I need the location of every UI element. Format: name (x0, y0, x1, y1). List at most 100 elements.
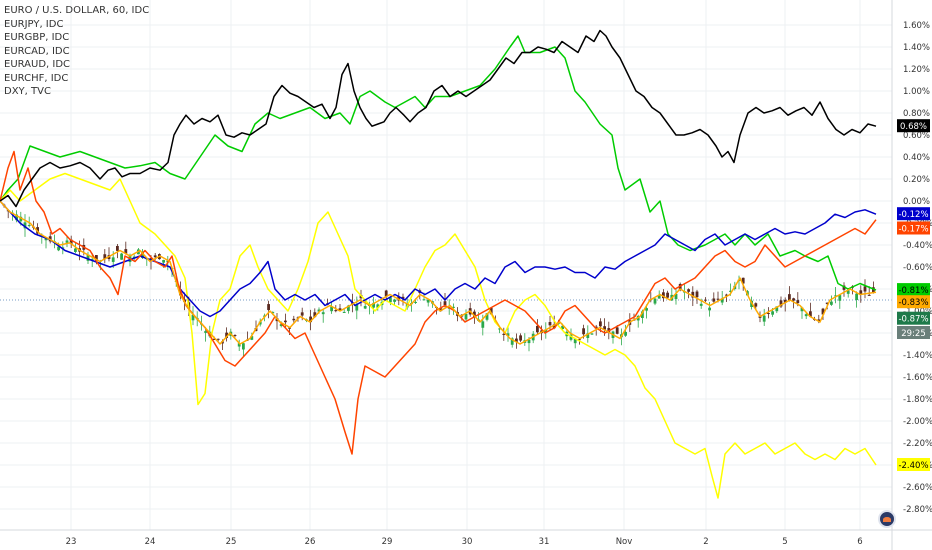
legend-item-dxy[interactable]: DXY, TVC (4, 86, 51, 97)
candle-body (548, 322, 552, 326)
candle-body (624, 331, 627, 336)
badge-dxy-bg (897, 119, 930, 133)
candle-body (767, 313, 770, 315)
candle-body (452, 306, 455, 308)
candle-body (422, 299, 426, 301)
legend-item-eurjpy[interactable]: EURJPY, IDC (4, 18, 64, 30)
badge-eurjpy-bg (897, 283, 930, 297)
x-tick-label: 24 (145, 537, 156, 547)
candle-body (86, 254, 90, 261)
candle-body (15, 214, 18, 221)
candle-body (162, 260, 165, 263)
badge-eurjpy: -0.81% (898, 286, 928, 296)
y-tick-label: 0.20% (903, 175, 930, 185)
candle-body (645, 308, 648, 311)
candle-body (485, 313, 489, 320)
candle-body (825, 302, 829, 304)
candle-body (716, 298, 720, 300)
candle-body (615, 327, 619, 334)
candle-body (552, 324, 556, 329)
candle-body (838, 295, 842, 301)
candle-body (242, 343, 245, 350)
candle-body (124, 249, 128, 254)
y-tick-label: -2.00% (903, 417, 932, 427)
legend-item-eurchf[interactable]: EURCHF, IDC (4, 72, 69, 84)
y-tick-label: 1.40% (903, 43, 930, 53)
candle-body (695, 291, 699, 298)
candle-body (389, 297, 392, 303)
candle-body (729, 290, 732, 292)
candle-body (779, 300, 783, 307)
legend-title[interactable]: EURO / U.S. DOLLAR, 60, IDC (4, 5, 150, 16)
candle-body (120, 253, 123, 260)
candle-body (708, 307, 711, 311)
series-line-euraud (0, 150, 877, 455)
y-tick-label: 0.00% (903, 197, 930, 207)
y-tick-label: -0.40% (903, 241, 932, 251)
candle-body (561, 325, 564, 330)
series-lines (0, 29, 877, 499)
candle-body (712, 298, 716, 302)
candle-body (821, 308, 825, 315)
x-tick-label: 5 (782, 537, 787, 547)
candle-body (506, 333, 510, 336)
legend-item-euraud[interactable]: EURAUD, IDC (4, 59, 71, 70)
candle-body (288, 327, 291, 329)
legend: EURO / U.S. DOLLAR, 60, IDC EURJPY, IDC … (4, 4, 149, 99)
candle-body (473, 311, 476, 318)
candle-body (796, 300, 800, 304)
candle-body (250, 336, 254, 340)
candle-body (19, 216, 23, 222)
candle-body (741, 277, 745, 284)
x-tick-label: 2 (703, 537, 708, 547)
candle-body (817, 319, 821, 322)
legend-item-eurcad[interactable]: EURCAD, IDC (4, 45, 70, 57)
badge-eurgbp: -2.40% (898, 461, 928, 471)
candle-body (111, 257, 115, 262)
candle-body (309, 316, 312, 323)
x-tick-label: Nov (616, 537, 633, 547)
candle-body (313, 312, 317, 318)
candle-body (321, 312, 325, 315)
candle-body (393, 299, 396, 302)
candle-body (204, 331, 207, 333)
candle-body (69, 239, 73, 245)
candle-body (103, 254, 107, 260)
candle-body (674, 293, 678, 300)
y-tick-label: -1.60% (903, 373, 932, 383)
candle-body (788, 294, 791, 301)
candle-body (573, 338, 577, 344)
candle-body (872, 287, 875, 293)
candle-body (666, 292, 669, 298)
candle-body (414, 301, 417, 303)
time-axis[interactable]: 23 24 25 26 29 30 31 Nov 2 5 6 (66, 537, 863, 547)
candle-body (153, 255, 157, 258)
badge-euraud-bg (897, 221, 930, 235)
candle-body (804, 314, 808, 317)
candle-body (846, 290, 850, 294)
badge-eurcad-bg (897, 207, 930, 221)
candle-body (800, 307, 804, 312)
candle-body (116, 245, 119, 251)
candle-body (582, 328, 585, 335)
y-tick-label: -2.80% (903, 505, 932, 515)
y-tick-label: 0.80% (903, 109, 930, 119)
candle-body (498, 328, 501, 330)
candle-body (95, 255, 98, 262)
x-tick-label: 6 (857, 537, 862, 547)
legend-item-eurgbp[interactable]: EURGBP, IDC (4, 32, 70, 43)
badge-countdown: 29:25 (901, 329, 926, 339)
candle-body (691, 291, 695, 298)
price-axis[interactable]: -2.80%-2.60%-2.40%-2.20%-2.00%-1.80%-1.6… (903, 21, 932, 515)
candle-body (23, 222, 27, 229)
candle-body (65, 240, 69, 243)
candle-body (792, 298, 795, 301)
series-line-eurjpy (0, 35, 877, 291)
series-line-eurgbp (0, 172, 877, 499)
x-tick-label: 30 (462, 537, 473, 547)
tradingview-logo-icon[interactable] (878, 510, 896, 528)
candle-body (216, 338, 220, 340)
candle-body (338, 308, 342, 311)
badge-eurchf: -0.83% (898, 298, 928, 308)
